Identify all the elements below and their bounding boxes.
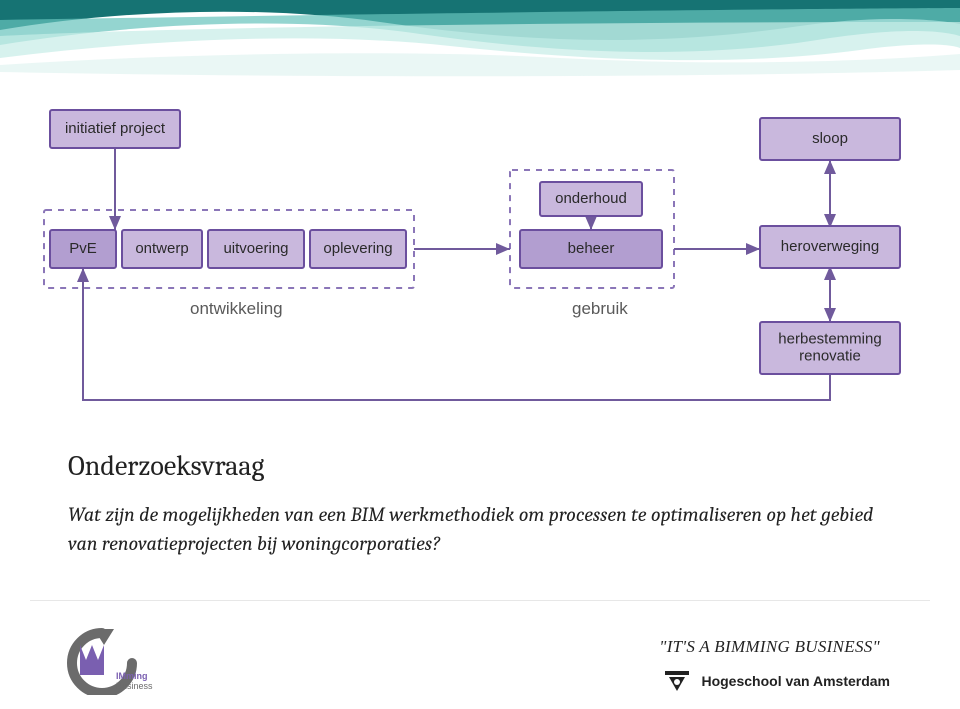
hva-logo: Hogeschool van Amsterdam [663,667,890,695]
top-banner [0,0,960,80]
node-beh: beheer [520,230,662,268]
node-sloop: sloop [760,118,900,160]
logo-text-top: IMming [116,671,148,681]
node-ond: onderhoud [540,182,642,216]
heading-onderzoeksvraag: Onderzoeksvraag [68,450,888,482]
svg-text:herbestemming: herbestemming [778,330,881,347]
svg-text:heroverweging: heroverweging [781,238,879,255]
process-flowchart: ontwikkeling gebruik initiatief project PvE… [40,100,920,420]
imming-business-logo: IMming Business [50,625,160,695]
footer: IMming Business "IT'S A BIMMING BUSINESS… [30,619,930,709]
hva-name: Hogeschool van Amsterdam [701,673,890,689]
svg-text:renovatie: renovatie [799,347,861,364]
logo-text-bottom: Business [116,681,153,691]
svg-text:initiatief project: initiatief project [65,120,166,137]
research-question-text: Wat zijn de mogelijkheden van een BIM we… [68,500,888,558]
node-init: initiatief project [50,110,180,148]
svg-text:oplevering: oplevering [323,240,392,257]
footer-divider [30,600,930,601]
node-herb: herbestemmingrenovatie [760,322,900,374]
group-label-g-ontw: ontwikkeling [190,299,283,318]
svg-text:beheer: beheer [568,240,615,257]
group-label-g-gebr: gebruik [572,299,628,318]
svg-text:PvE: PvE [69,240,97,257]
node-hero: heroverweging [760,226,900,268]
footer-tagline: "IT'S A BIMMING BUSINESS" [659,637,880,657]
svg-text:onderhoud: onderhoud [555,190,627,207]
svg-text:ontwerp: ontwerp [135,240,188,257]
svg-text:sloop: sloop [812,130,848,147]
node-ontw: ontwerp [122,230,202,268]
svg-text:uitvoering: uitvoering [223,240,288,257]
node-uitv: uitvoering [208,230,304,268]
node-pve: PvE [50,230,116,268]
node-opl: oplevering [310,230,406,268]
